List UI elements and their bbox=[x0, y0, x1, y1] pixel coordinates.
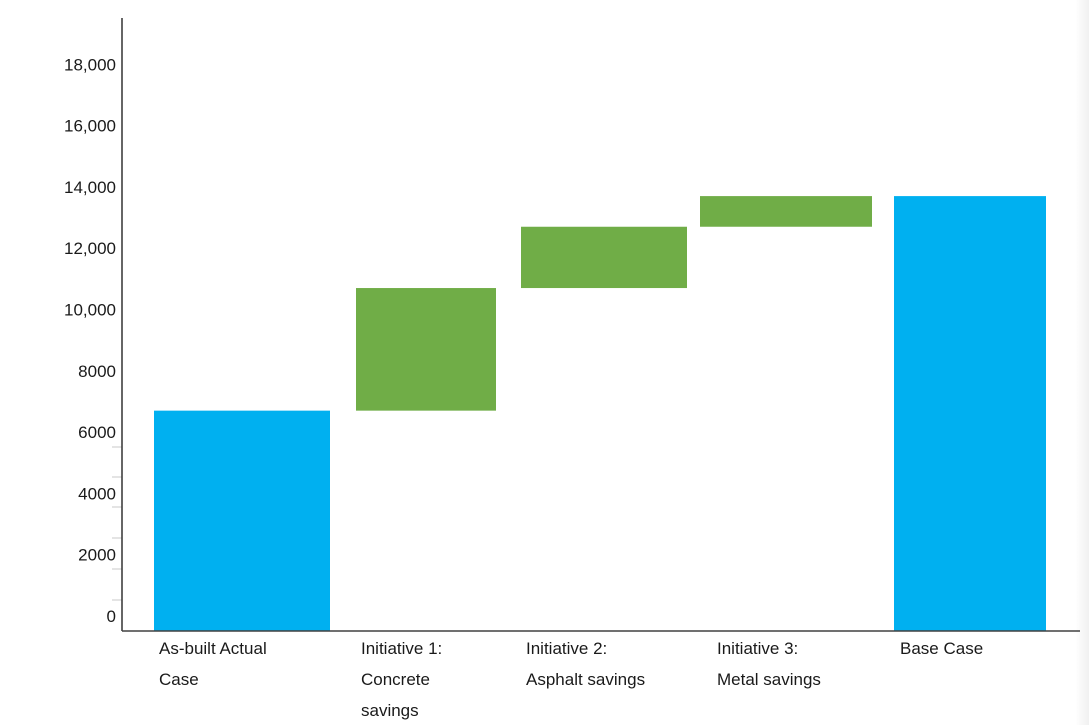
category-label-2-line-1: Asphalt savings bbox=[526, 670, 645, 689]
category-label-3-line-1: Metal savings bbox=[717, 670, 821, 689]
category-label-2: Initiative 2: Asphalt savings bbox=[526, 639, 645, 689]
category-label-0-line-1: Case bbox=[159, 670, 199, 689]
bar-3-increase bbox=[700, 196, 872, 227]
category-label-4-line-0: Base Case bbox=[900, 639, 983, 658]
y-tick-label-2: 4000 bbox=[78, 484, 116, 503]
category-label-1-line-0: Initiative 1: bbox=[361, 639, 442, 658]
y-tick-label-3: 6000 bbox=[78, 423, 116, 442]
category-label-1: Initiative 1: Concrete savings bbox=[361, 639, 442, 720]
bar-0-total bbox=[154, 410, 330, 631]
y-tick-label-8: 16,000 bbox=[64, 117, 116, 136]
y-tick-label-5: 10,000 bbox=[64, 301, 116, 320]
category-labels: As-built Actual Case Initiative 1: Concrete… bbox=[159, 639, 983, 720]
category-label-0: As-built Actual Case bbox=[159, 639, 267, 689]
y-tick-label-7: 14,000 bbox=[64, 178, 116, 197]
y-axis-ticks: 0 2000 4000 6000 8000 10,000 12,000 14,000 16,00… bbox=[64, 55, 122, 626]
category-label-1-line-1: Concrete bbox=[361, 670, 430, 689]
y-tick-label-9: 18,000 bbox=[64, 55, 116, 74]
bar-2-increase bbox=[521, 226, 687, 289]
bar-4-total bbox=[894, 196, 1046, 631]
category-label-3: Initiative 3: Metal savings bbox=[717, 639, 821, 689]
y-tick-label-4: 8000 bbox=[78, 362, 116, 381]
category-label-0-line-0: As-built Actual bbox=[159, 639, 267, 658]
category-label-1-line-2: savings bbox=[361, 701, 419, 720]
category-label-4: Base Case bbox=[900, 639, 983, 658]
bars bbox=[154, 196, 1046, 631]
y-tick-label-6: 12,000 bbox=[64, 239, 116, 258]
category-label-2-line-0: Initiative 2: bbox=[526, 639, 607, 658]
axes bbox=[121, 18, 1080, 632]
y-tick-label-0: 0 bbox=[107, 607, 116, 626]
bar-1-increase bbox=[356, 288, 496, 411]
category-label-3-line-0: Initiative 3: bbox=[717, 639, 798, 658]
y-tick-label-1: 2000 bbox=[78, 546, 116, 565]
